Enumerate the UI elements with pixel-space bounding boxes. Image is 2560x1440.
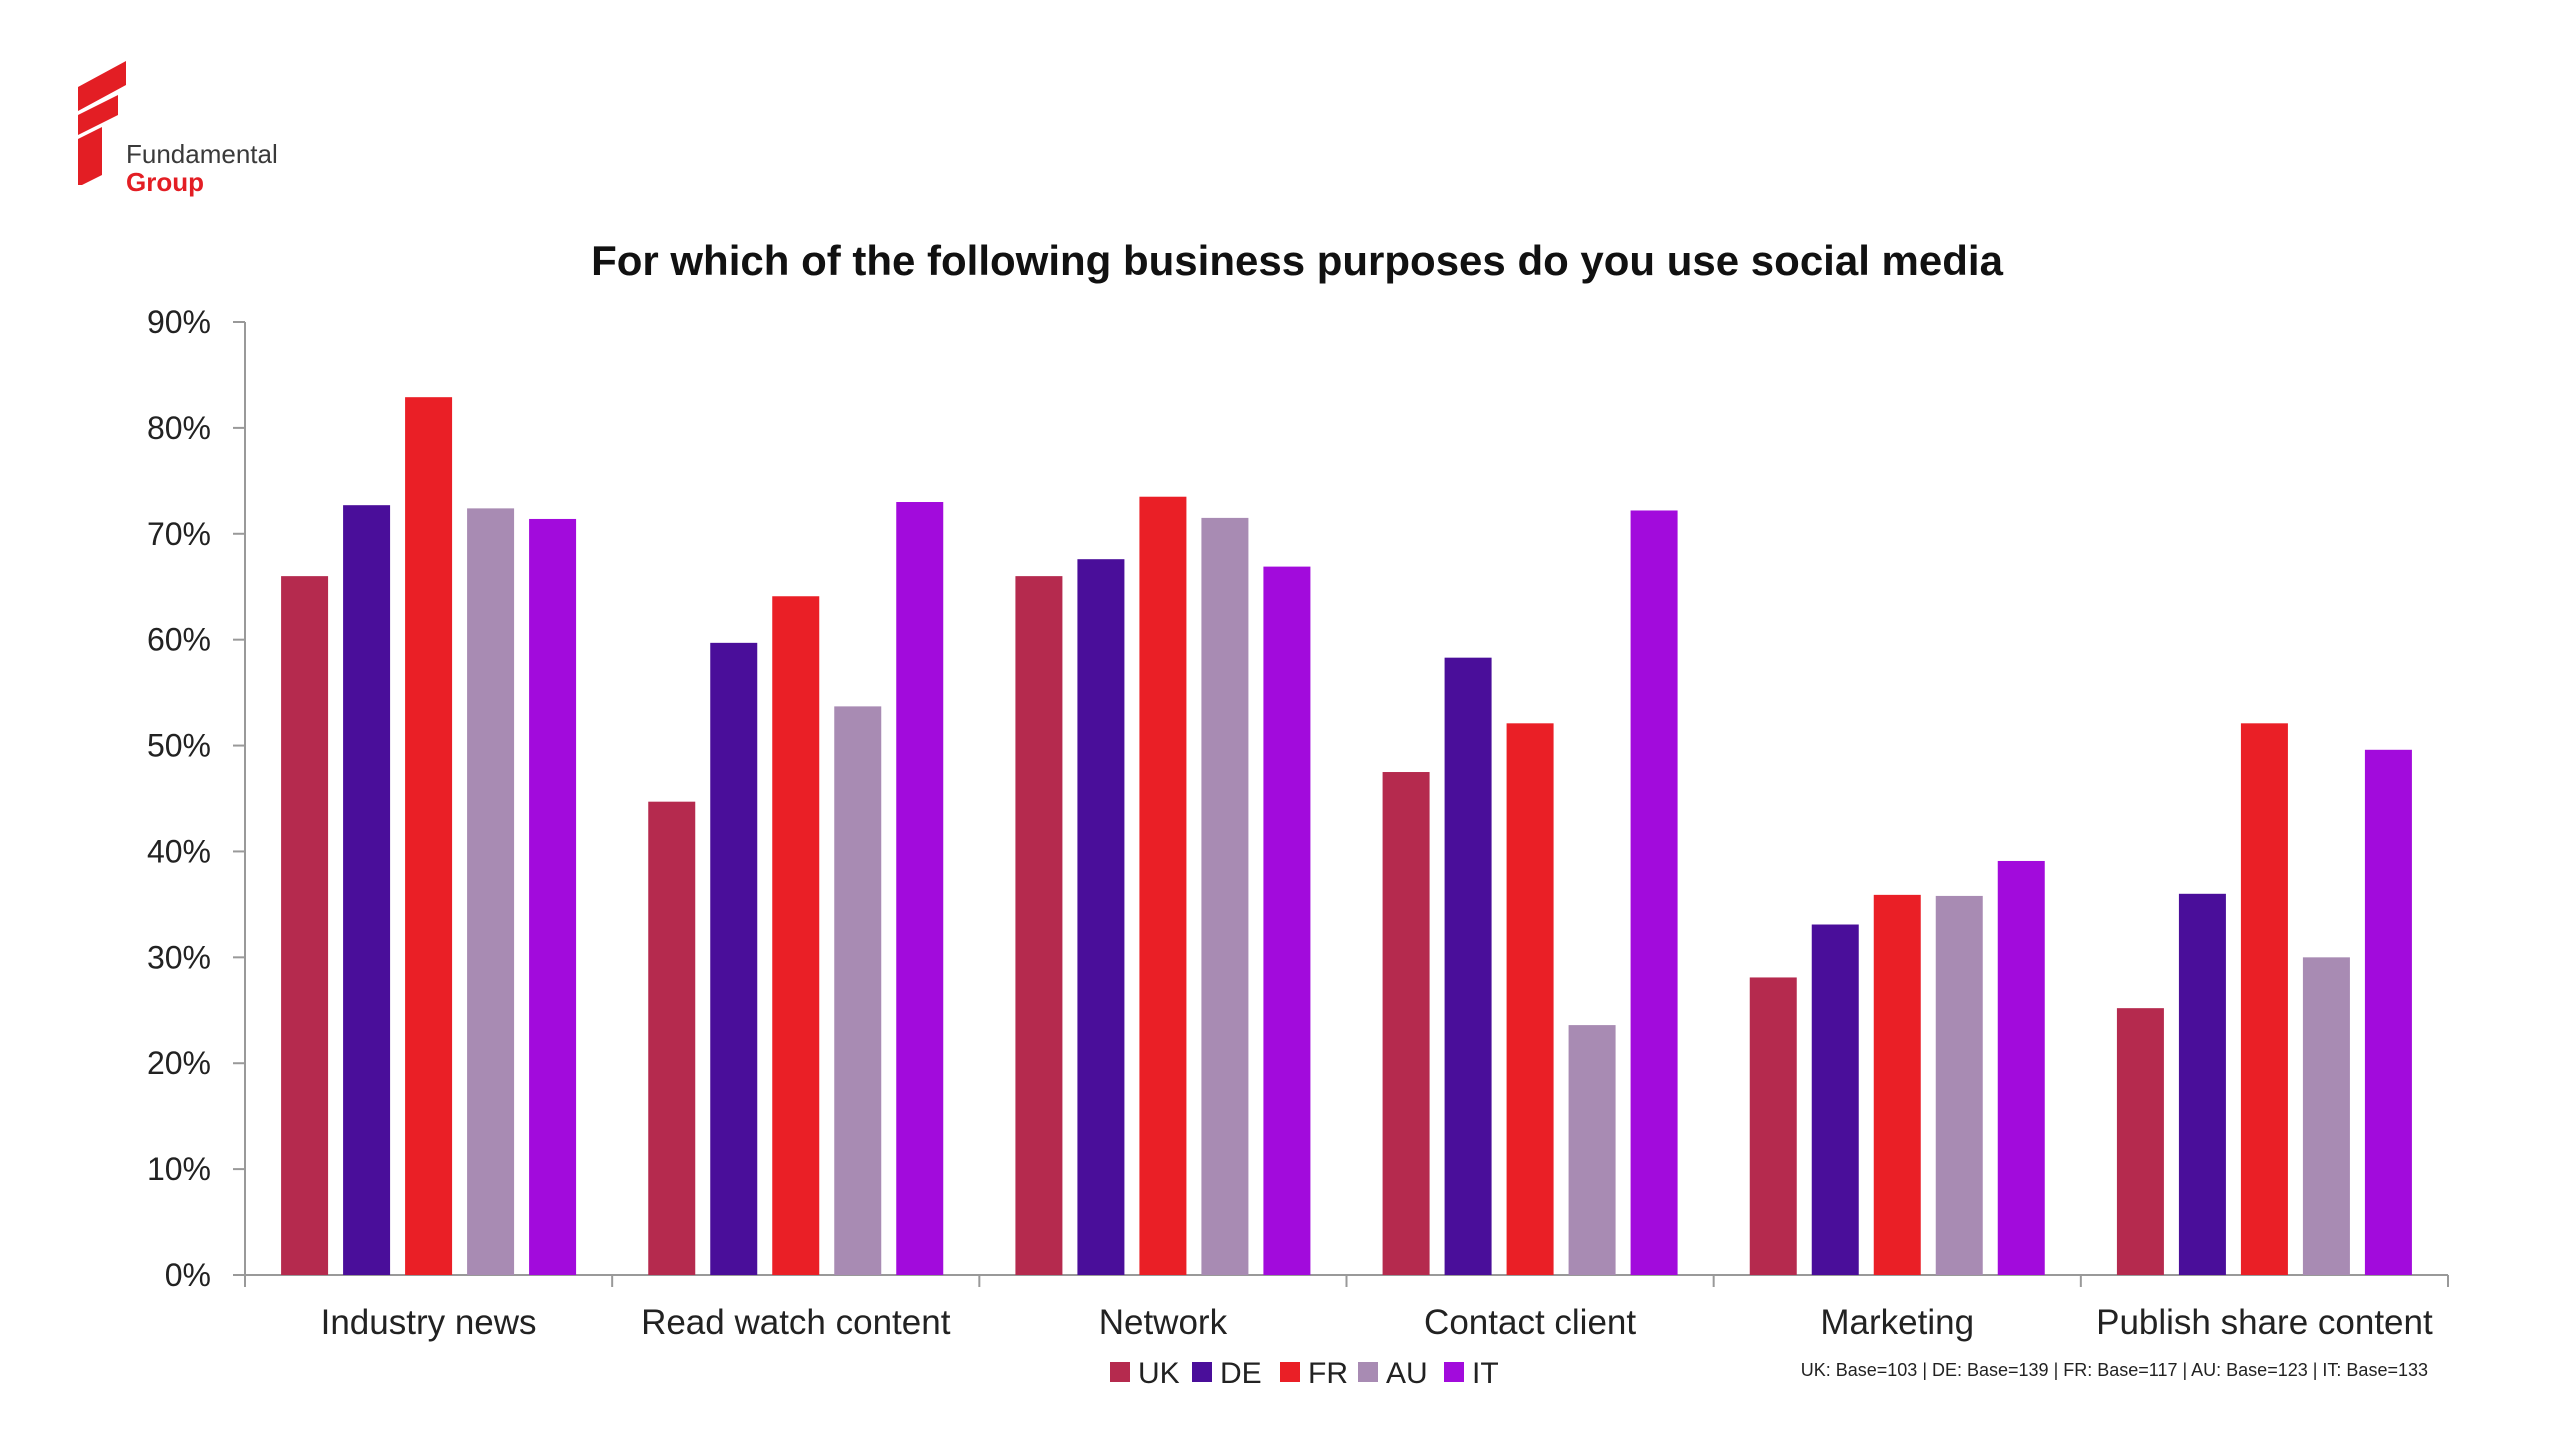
- bar-au: [1935, 895, 1983, 1275]
- bar-au: [467, 508, 515, 1275]
- logo-text-fundamental: Fundamental: [126, 139, 278, 169]
- bar-uk: [281, 576, 329, 1275]
- x-category-label: Marketing: [1820, 1303, 1974, 1342]
- legend-swatch-fr: [1280, 1362, 1300, 1382]
- bar-uk: [1015, 576, 1063, 1275]
- bar-fr: [1139, 496, 1187, 1275]
- bar-fr: [2240, 723, 2288, 1275]
- legend-swatch-it: [1444, 1362, 1464, 1382]
- bar-de: [343, 505, 391, 1276]
- x-category-label: Read watch content: [641, 1303, 951, 1342]
- chart-bars: [281, 397, 2412, 1276]
- x-category-label: Network: [1099, 1303, 1228, 1342]
- bar-it: [1997, 860, 2045, 1275]
- y-tick-label: 60%: [147, 622, 211, 658]
- bar-fr: [405, 397, 453, 1275]
- bar-it: [1263, 566, 1311, 1275]
- bar-de: [1811, 924, 1859, 1275]
- logo-mark-icon: [78, 61, 126, 185]
- y-tick-label: 30%: [147, 939, 211, 975]
- logo-text-group: Group: [126, 167, 204, 197]
- bar-de: [1077, 559, 1125, 1275]
- bar-it: [896, 502, 944, 1275]
- fundamental-group-logo: Fundamental Group: [78, 55, 298, 205]
- legend-swatch-au: [1358, 1362, 1378, 1382]
- y-tick-label: 50%: [147, 728, 211, 764]
- x-category-label: Contact client: [1424, 1303, 1636, 1342]
- bar-au: [1568, 1025, 1616, 1275]
- y-tick-label: 10%: [147, 1151, 211, 1187]
- bar-uk: [2116, 1008, 2164, 1275]
- bar-uk: [1382, 772, 1430, 1275]
- chart-legend: UK DE FR AU IT: [1110, 1357, 1499, 1390]
- chart-title: For which of the following business purp…: [591, 237, 2004, 284]
- base-sizes-note: UK: Base=103 | DE: Base=139 | FR: Base=1…: [1801, 1360, 2428, 1380]
- bar-uk: [1749, 977, 1797, 1275]
- legend-label-au: AU: [1386, 1357, 1428, 1390]
- legend-swatch-uk: [1110, 1362, 1130, 1382]
- y-tick-label: 70%: [147, 516, 211, 552]
- bar-uk: [648, 801, 696, 1275]
- bar-au: [2302, 957, 2350, 1275]
- y-tick-label: 40%: [147, 833, 211, 869]
- x-category-label: Publish share content: [2096, 1303, 2433, 1342]
- y-tick-label: 0%: [165, 1257, 211, 1293]
- y-tick-label: 20%: [147, 1045, 211, 1081]
- bar-fr: [1873, 894, 1921, 1275]
- bar-it: [1630, 510, 1678, 1276]
- bar-au: [1201, 517, 1249, 1275]
- bar-de: [2178, 893, 2226, 1275]
- legend-label-uk: UK: [1138, 1357, 1180, 1390]
- x-category-label: Industry news: [321, 1303, 537, 1342]
- y-tick-label: 80%: [147, 410, 211, 446]
- legend-label-de: DE: [1220, 1357, 1262, 1390]
- bar-de: [1444, 657, 1492, 1275]
- legend-label-fr: FR: [1308, 1357, 1348, 1390]
- bar-au: [834, 706, 882, 1275]
- y-tick-label: 90%: [147, 304, 211, 340]
- legend-label-it: IT: [1472, 1357, 1499, 1390]
- chart-axes: 0% 10% 20% 30% 40% 50% 60% 70% 80% 90%: [147, 304, 2449, 1293]
- bar-fr: [1506, 723, 1554, 1275]
- bar-it: [2364, 749, 2412, 1275]
- legend-swatch-de: [1192, 1362, 1212, 1382]
- bar-it: [529, 518, 577, 1275]
- bar-fr: [772, 596, 820, 1275]
- category-labels: Industry news Read watch content Network Co…: [321, 1303, 2433, 1342]
- bar-de: [710, 642, 758, 1275]
